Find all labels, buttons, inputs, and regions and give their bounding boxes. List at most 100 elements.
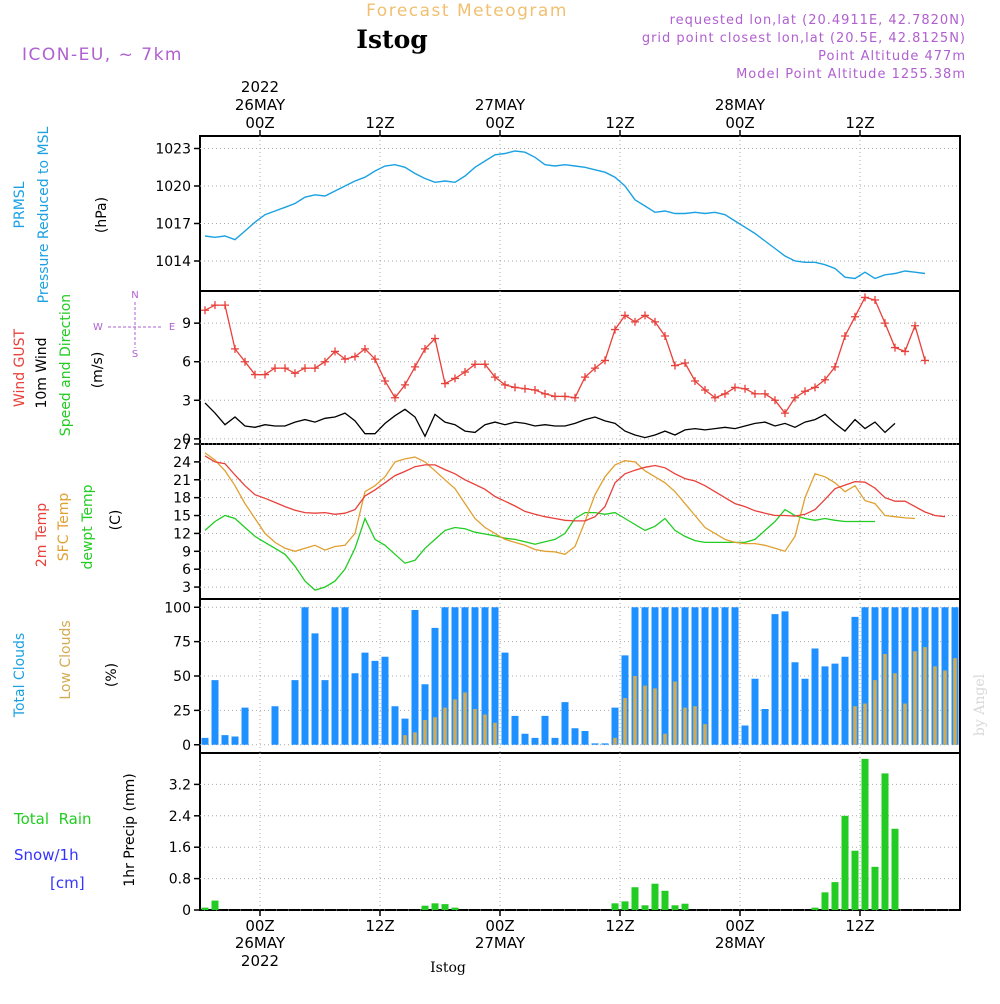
total-cloud-bar	[361, 652, 369, 745]
total-cloud-bar	[511, 715, 519, 745]
total-cloud-bar	[661, 607, 669, 745]
wind-gust-marker	[861, 293, 869, 302]
snow-unit-label: [cm]	[50, 874, 85, 892]
pressure-line	[204, 150, 926, 280]
wind-units: (m/s)	[90, 352, 106, 389]
wind-gust-marker	[471, 360, 479, 369]
total-cloud-bar	[651, 607, 659, 745]
rain-bar	[871, 866, 879, 910]
wind-gust-marker	[611, 325, 619, 334]
total-cloud-bar	[581, 731, 589, 745]
bottom-time-label: 00Z	[725, 917, 754, 935]
total-cloud-bar	[711, 607, 719, 745]
total-cloud-bar	[771, 614, 779, 745]
total-cloud-bar	[641, 607, 649, 745]
wind-gust-marker	[651, 317, 659, 326]
top-date-label: 28MAY	[715, 96, 766, 114]
top-time-label: 12Z	[365, 114, 394, 132]
wind-gust-marker	[331, 347, 339, 356]
y-tick-label: 21	[173, 473, 191, 489]
wind-gust-marker	[721, 389, 729, 398]
wind-gust-marker	[591, 364, 599, 373]
total-cloud-bar	[291, 680, 299, 745]
top-time-label: 12Z	[605, 114, 634, 132]
y-tick-label: 1020	[155, 179, 191, 195]
rain-bar	[821, 892, 829, 910]
top-time-label: 00Z	[485, 114, 514, 132]
compass-north: N	[131, 290, 138, 301]
low-cloud-bar	[653, 688, 657, 745]
total-cloud-bar	[821, 666, 829, 745]
y-tick-label: 3.2	[169, 777, 191, 793]
low-cloud-bar	[453, 699, 457, 745]
top-date-label: 26MAY	[235, 96, 286, 114]
wind-gust-marker	[851, 312, 859, 321]
info-requested: requested lon,lat (20.4911E, 42.7820N)	[670, 13, 966, 28]
low-cloud-bar	[873, 680, 877, 745]
total-cloud-bar	[591, 743, 599, 745]
y-tick-label: 2.4	[169, 809, 191, 825]
rain-bar	[841, 815, 849, 910]
total-cloud-bar	[741, 725, 749, 745]
low-cloud-bar	[463, 692, 467, 745]
wind-gust-marker	[681, 359, 689, 367]
total-cloud-bar	[801, 678, 809, 745]
pressure-units: (hPa)	[94, 197, 110, 233]
wind-gust-marker	[871, 296, 879, 304]
wind-gust-marker	[431, 334, 439, 343]
total-cloud-bar	[491, 607, 499, 745]
wind-gust-marker	[781, 409, 789, 418]
dewpoint-line	[204, 508, 875, 591]
total-cloud-bar	[461, 607, 469, 745]
rain-bar	[861, 758, 869, 910]
sfc-temp-line	[204, 452, 916, 556]
low-cloud-bar	[663, 733, 667, 745]
wind-gust-marker	[291, 369, 299, 378]
low-cloud-bar	[893, 673, 897, 745]
top-time-label: 00Z	[725, 114, 754, 132]
total-cloud-bar	[441, 607, 449, 745]
low-cloud-bar	[923, 647, 927, 745]
low-cloud-bar	[423, 720, 427, 745]
total-cloud-bar	[411, 610, 419, 745]
compass-south: S	[132, 349, 138, 360]
bottom-time-label: 12Z	[845, 917, 874, 935]
precip-ylabel: 1hr Precip (mm)	[122, 773, 138, 886]
panels	[199, 135, 961, 911]
y-tick-label: 3	[182, 393, 191, 409]
total-cloud-bar	[431, 627, 439, 745]
low-cloud-bar	[853, 706, 857, 745]
total-cloud-bar	[351, 673, 359, 745]
snow-legend-label: Snow/1h	[14, 846, 79, 864]
wind-direction-label: Speed and Direction	[58, 294, 74, 436]
pressure-panel	[199, 135, 961, 292]
wind-gust-marker	[891, 343, 899, 352]
rain-bar	[811, 907, 819, 910]
rain-bar	[611, 903, 619, 910]
wind-gust-marker	[261, 370, 269, 379]
total-cloud-bar	[601, 743, 609, 745]
wind-gust-marker	[221, 301, 229, 310]
wind-gust-marker	[481, 360, 489, 369]
low-cloud-bar	[683, 707, 687, 745]
y-tick-label: 0	[182, 903, 191, 919]
low-cloud-bar	[863, 703, 867, 745]
wind-gust-marker	[501, 380, 509, 389]
bottom-date-label: 27MAY	[475, 934, 526, 952]
rain-bar	[831, 882, 839, 910]
wind-gust-marker	[201, 306, 209, 315]
y-tick-label: 3	[182, 580, 191, 596]
rain-legend-label: Total Rain	[13, 810, 92, 828]
y-tick-label: 15	[173, 509, 191, 525]
rain-bar	[851, 850, 859, 910]
t2m-line	[204, 455, 946, 522]
wind-gust-marker	[901, 347, 909, 356]
total-clouds-label: Total Clouds	[12, 633, 28, 718]
chart-title: Istog	[356, 25, 427, 54]
pressure-label-reduced: Pressure Reduced to MSL	[36, 126, 52, 303]
wind-gust-marker	[921, 356, 929, 365]
total-cloud-bar	[571, 728, 579, 745]
wind-gust-marker	[701, 386, 709, 394]
